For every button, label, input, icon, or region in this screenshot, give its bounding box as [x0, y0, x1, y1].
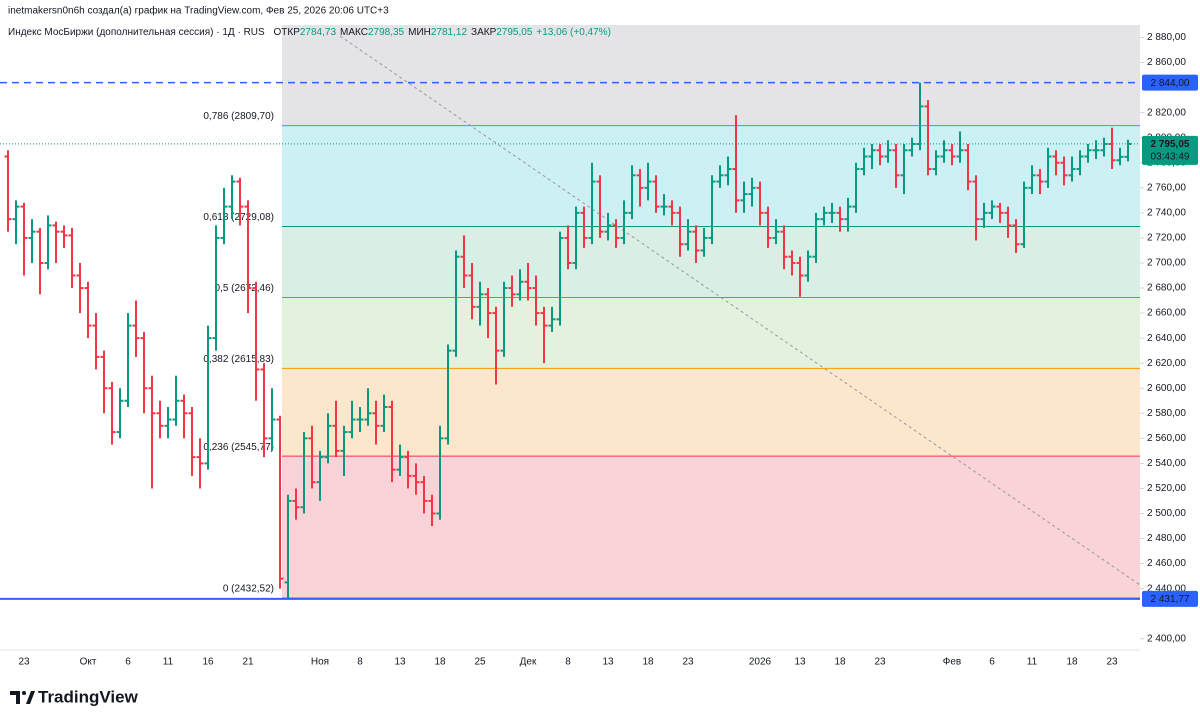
fib-level-label: 0,618 (2729,08) [203, 212, 274, 223]
y-tick-label: 2 640,00 [1147, 333, 1186, 344]
fib-level-label: 0,236 (2545,77) [203, 442, 274, 453]
x-tick-label: Ноя [311, 657, 329, 668]
fib-zone [282, 297, 1140, 369]
author-line: inetmakersn0n6h создал(а) график на Trad… [8, 5, 389, 17]
legend-line: Индекс МосБиржи (дополнительная сессия) … [8, 27, 611, 38]
x-tick-label: 18 [1066, 657, 1078, 668]
x-tick-label: 8 [565, 657, 571, 668]
x-tick-label: 23 [1106, 657, 1118, 668]
last-price-label: 2 795,05 [1151, 139, 1190, 150]
x-tick-label: 13 [794, 657, 806, 668]
legend-change: +13,06 (+0,47%) [536, 27, 611, 38]
x-tick-label: 23 [18, 657, 30, 668]
x-tick-label: 11 [163, 657, 174, 668]
fib-level-label: 0,786 (2809,70) [203, 111, 274, 122]
countdown-label: 03:43:49 [1151, 152, 1190, 163]
x-tick-label: 8 [357, 657, 363, 668]
y-tick-label: 2 600,00 [1147, 383, 1186, 394]
y-tick-label: 2 620,00 [1147, 358, 1186, 369]
legend-value: 2798,35 [368, 27, 405, 38]
y-tick-label: 2 760,00 [1147, 182, 1186, 193]
x-tick-label: 6 [125, 657, 131, 668]
brand-logo [10, 691, 35, 704]
y-tick-label: 2 860,00 [1147, 57, 1186, 68]
overlays: 2 844,00 2 431,77 2 795,05 03:43:49 [0, 74, 1198, 607]
y-tick-label: 2 500,00 [1147, 508, 1186, 519]
fib-level-label: 0 (2432,52) [223, 584, 274, 595]
price-label: 2 431,77 [1151, 594, 1190, 605]
x-tick-label: 23 [874, 657, 886, 668]
y-tick-label: 2 400,00 [1147, 633, 1186, 644]
fib-zone [282, 25, 1140, 126]
legend-value: 2781,12 [431, 27, 468, 38]
x-tick-label: Фев [943, 657, 961, 668]
fib-level-label: 0,382 (2615,83) [203, 354, 274, 365]
price-label-box [1142, 74, 1198, 91]
x-tick-label: 13 [394, 657, 406, 668]
bars [4, 82, 1132, 598]
y-tick-label: 2 580,00 [1147, 408, 1186, 419]
x-tick-label: 25 [474, 657, 486, 668]
y-tick-label: 2 440,00 [1147, 583, 1186, 594]
x-tick-label: 2026 [749, 657, 772, 668]
legend-key: МИН [408, 27, 431, 38]
fib-zone [282, 368, 1140, 457]
y-tick-label: 2 700,00 [1147, 258, 1186, 269]
y-tick-label: 2 660,00 [1147, 308, 1186, 319]
y-tick-label: 2 680,00 [1147, 283, 1186, 294]
y-tick-label: 2 740,00 [1147, 208, 1186, 219]
symbol-title: Индекс МосБиржи (дополнительная сессия) … [8, 27, 265, 38]
x-tick-label: 11 [1027, 657, 1038, 668]
x-tick-label: 6 [989, 657, 995, 668]
legend-value: 2795,05 [496, 27, 533, 38]
x-tick-label: Окт [80, 657, 97, 668]
legend-value: 2784,73 [300, 27, 337, 38]
brand-name: TradingView [38, 687, 139, 706]
y-tick-label: 2 880,00 [1147, 32, 1186, 43]
plot: 0 (2432,52) 0,236 (2545,77) 0,382 (2615,83… [18, 32, 1186, 667]
fib-fills [282, 25, 1140, 598]
x-tick-label: Дек [520, 657, 537, 668]
y-tick-label: 2 460,00 [1147, 558, 1186, 569]
fib-level-label: 0,5 (2672,46) [215, 283, 275, 294]
price-label-box [1142, 590, 1198, 607]
x-tick-label: 16 [202, 657, 214, 668]
legend-key: ОТКР [273, 27, 300, 38]
last-price-box [1142, 135, 1198, 165]
fib-zone [282, 456, 1140, 598]
x-tick-label: 23 [682, 657, 694, 668]
y-tick-label: 2 720,00 [1147, 233, 1186, 244]
price-label: 2 844,00 [1151, 78, 1190, 89]
y-tick-label: 2 480,00 [1147, 533, 1186, 544]
legend-key: МАКС [340, 27, 368, 38]
x-tick-label: 18 [834, 657, 846, 668]
x-tick-label: 21 [242, 657, 254, 668]
legend-key: ЗАКР [471, 27, 497, 38]
y-tick-label: 2 540,00 [1147, 458, 1186, 469]
y-tick-label: 2 820,00 [1147, 107, 1186, 118]
x-tick-label: 18 [434, 657, 446, 668]
y-tick-label: 2 520,00 [1147, 483, 1186, 494]
x-tick-label: 18 [642, 657, 654, 668]
y-tick-label: 2 560,00 [1147, 433, 1186, 444]
x-tick-label: 13 [602, 657, 614, 668]
